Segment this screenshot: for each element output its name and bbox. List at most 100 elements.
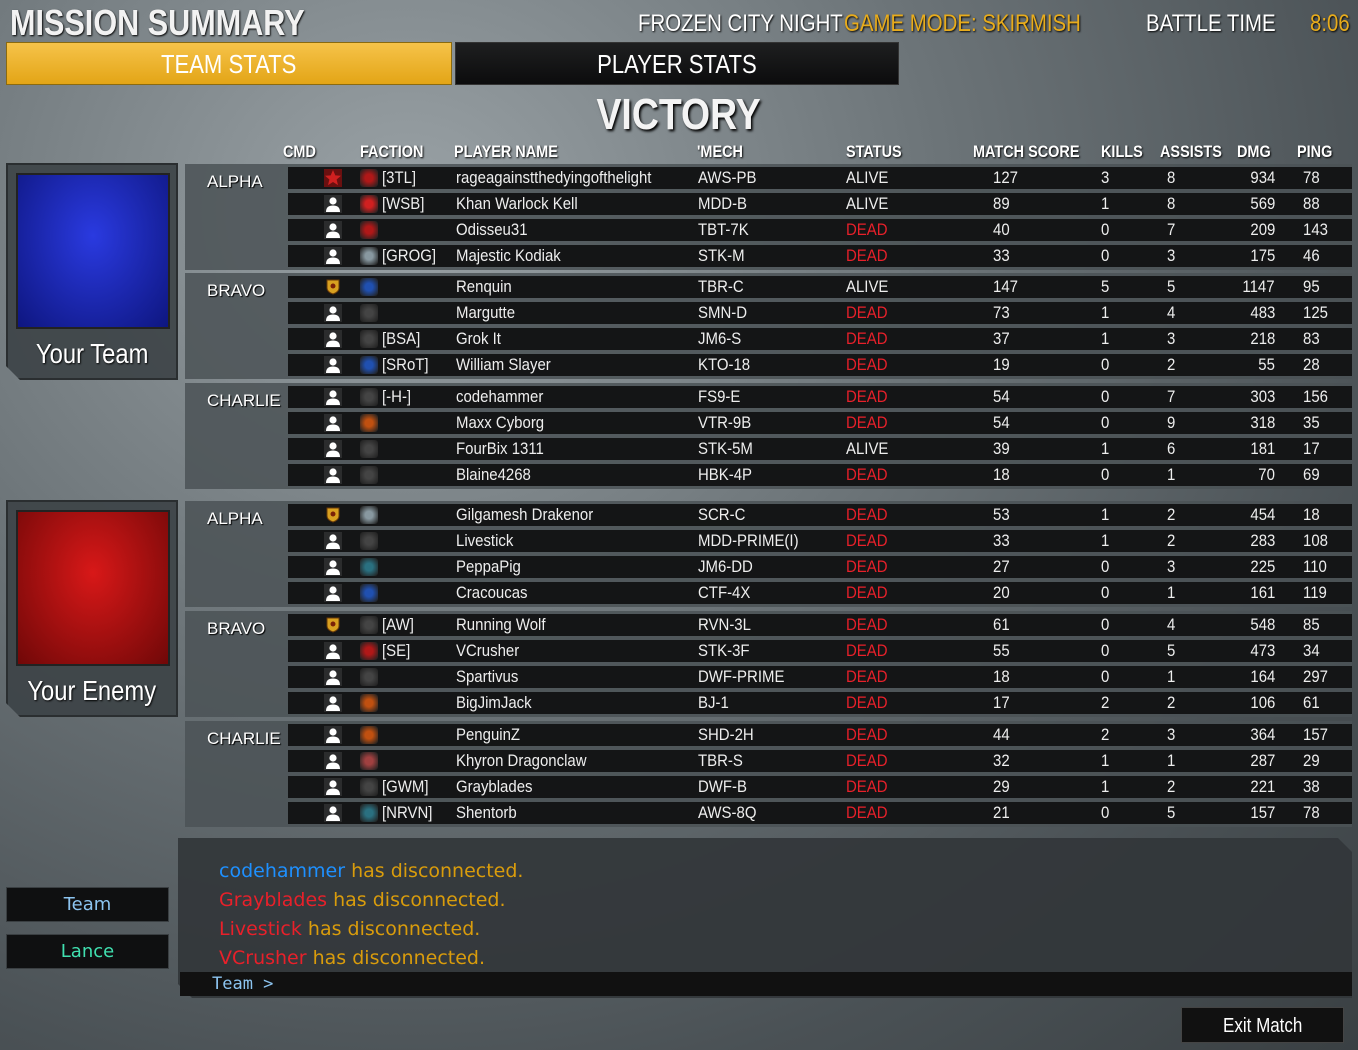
cell-score: 44 xyxy=(993,725,1010,744)
cell-name: Gilgamesh Drakenor xyxy=(456,505,594,524)
cell-status: DEAD xyxy=(846,615,888,634)
lance-group-alpha: ALPHA [3TL] rageagainstthedyingofthelight A… xyxy=(185,164,1352,270)
cell-kills: 3 xyxy=(1101,168,1110,187)
cell-dmg: 569 xyxy=(1250,194,1275,213)
cell-assists: 2 xyxy=(1167,777,1176,796)
player-row[interactable]: [SRoT] William Slayer KTO-18 DEAD 19 0 2 55 28 xyxy=(288,354,1352,376)
cell-assists: 2 xyxy=(1167,531,1176,550)
col-kills: KILLS xyxy=(1101,142,1143,161)
player-row[interactable]: BigJimJack BJ-1 DEAD 17 2 2 106 61 xyxy=(288,692,1352,714)
lance-group-bravo: BRAVO [AW] Running Wolf RVN-3L DEAD 61 0 4 548 85… xyxy=(185,611,1352,717)
cell-mech: JM6-DD xyxy=(698,557,753,576)
player-row[interactable]: FourBix 1311 STK-5M ALIVE 39 1 6 181 17 xyxy=(288,438,1352,460)
player-row[interactable]: PeppaPig JM6-DD DEAD 27 0 3 225 110 xyxy=(288,556,1352,578)
map-name: FROZEN CITY NIGHT xyxy=(638,10,843,37)
cell-name: Shentorb xyxy=(456,803,517,822)
cell-status: DEAD xyxy=(846,725,888,744)
faction-emblem-icon xyxy=(360,330,378,348)
cell-score: 53 xyxy=(993,505,1010,524)
player-row[interactable]: Cracoucas CTF-4X DEAD 20 0 1 161 119 xyxy=(288,582,1352,604)
cell-ping: 297 xyxy=(1303,667,1328,686)
player-row[interactable]: Blaine4268 HBK-4P DEAD 18 0 1 70 69 xyxy=(288,464,1352,486)
player-icon xyxy=(324,304,342,322)
faction-emblem-icon xyxy=(360,694,378,712)
cell-mech: STK-3F xyxy=(698,641,750,660)
cell-score: 73 xyxy=(993,303,1010,322)
lance-label: CHARLIE xyxy=(207,391,281,410)
cell-status: ALIVE xyxy=(846,439,889,458)
cell-dmg: 318 xyxy=(1250,413,1275,432)
lance-label: BRAVO xyxy=(207,281,266,300)
cell-score: 54 xyxy=(993,387,1010,406)
cell-kills: 2 xyxy=(1101,725,1110,744)
cell-status: DEAD xyxy=(846,693,888,712)
cell-score: 20 xyxy=(993,583,1010,602)
player-row[interactable]: [SE] VCrusher STK-3F DEAD 55 0 5 473 34 xyxy=(288,640,1352,662)
lance-channel-button[interactable]: Lance xyxy=(6,934,169,969)
cell-name: Livestick xyxy=(456,531,514,550)
player-row[interactable]: [NRVN] Shentorb AWS-8Q DEAD 21 0 5 157 78 xyxy=(288,802,1352,824)
player-row[interactable]: [BSA] Grok It JM6-S DEAD 37 1 3 218 83 xyxy=(288,328,1352,350)
cell-dmg: 209 xyxy=(1250,220,1275,239)
player-row[interactable]: [3TL] rageagainstthedyingofthelight AWS-PB… xyxy=(288,167,1352,189)
player-row[interactable]: Livestick MDD-PRIME(I) DEAD 33 1 2 283 108 xyxy=(288,530,1352,552)
player-row[interactable]: [WSB] Khan Warlock Kell MDD-B ALIVE 89 1 8 569 8… xyxy=(288,193,1352,215)
player-row[interactable]: Gilgamesh Drakenor SCR-C DEAD 53 1 2 454 18 xyxy=(288,504,1352,526)
cell-assists: 2 xyxy=(1167,693,1176,712)
cell-score: 21 xyxy=(993,803,1010,822)
cell-name: Renquin xyxy=(456,277,512,296)
faction-emblem-icon xyxy=(360,616,378,634)
player-row[interactable]: Renquin TBR-C ALIVE 147 5 5 1147 95 xyxy=(288,276,1352,298)
cell-kills: 0 xyxy=(1101,583,1110,602)
cell-assists: 8 xyxy=(1167,168,1176,187)
cell-assists: 4 xyxy=(1167,615,1176,634)
player-icon xyxy=(324,195,342,213)
chat-message: Grayblades has disconnected. xyxy=(219,889,506,911)
cell-tag: [AW] xyxy=(382,615,414,634)
player-row[interactable]: PenguinZ SHD-2H DEAD 44 2 3 364 157 xyxy=(288,724,1352,746)
cell-status: DEAD xyxy=(846,777,888,796)
cell-name: rageagainstthedyingofthelight xyxy=(456,168,652,187)
cell-score: 19 xyxy=(993,355,1010,374)
player-row[interactable]: Odisseu31 TBT-7K DEAD 40 0 7 209 143 xyxy=(288,219,1352,241)
chat-input[interactable]: Team > xyxy=(180,972,1352,996)
lance-leader-badge-icon xyxy=(324,506,342,524)
cell-assists: 5 xyxy=(1167,803,1176,822)
cell-dmg: 283 xyxy=(1250,531,1275,550)
cell-status: ALIVE xyxy=(846,194,889,213)
player-row[interactable]: Margutte SMN-D DEAD 73 1 4 483 125 xyxy=(288,302,1352,324)
tab-team-stats[interactable]: TEAM STATS xyxy=(6,42,452,85)
faction-emblem-icon xyxy=(360,804,378,822)
cell-status: DEAD xyxy=(846,803,888,822)
cell-ping: 157 xyxy=(1303,725,1328,744)
cell-name: PenguinZ xyxy=(456,725,521,744)
exit-match-button[interactable]: Exit Match xyxy=(1181,1007,1344,1043)
col-faction: FACTION xyxy=(360,142,424,161)
cell-status: DEAD xyxy=(846,583,888,602)
player-row[interactable]: Maxx Cyborg VTR-9B DEAD 54 0 9 318 35 xyxy=(288,412,1352,434)
cell-name: Grok It xyxy=(456,329,501,348)
cell-ping: 110 xyxy=(1303,557,1327,576)
tab-player-stats[interactable]: PLAYER STATS xyxy=(455,42,899,85)
team-channel-button[interactable]: Team xyxy=(6,887,169,922)
col-match-score: MATCH SCORE xyxy=(973,142,1080,161)
player-row[interactable]: [GWM] Grayblades DWF-B DEAD 29 1 2 221 38 xyxy=(288,776,1352,798)
faction-emblem-icon xyxy=(360,532,378,550)
cell-mech: HBK-4P xyxy=(698,465,753,484)
col-ping: PING xyxy=(1297,142,1333,161)
cell-score: 39 xyxy=(993,439,1010,458)
cell-status: DEAD xyxy=(846,667,888,686)
cell-kills: 0 xyxy=(1101,803,1110,822)
cell-ping: 143 xyxy=(1303,220,1328,239)
cell-ping: 88 xyxy=(1303,194,1320,213)
player-row[interactable]: [AW] Running Wolf RVN-3L DEAD 61 0 4 548 85 xyxy=(288,614,1352,636)
cell-ping: 83 xyxy=(1303,329,1320,348)
player-row[interactable]: Khyron Dragonclaw TBR-S DEAD 32 1 1 287 29 xyxy=(288,750,1352,772)
player-row[interactable]: [-H-] codehammer FS9-E DEAD 54 0 7 303 156 xyxy=(288,386,1352,408)
cell-mech: STK-5M xyxy=(698,439,753,458)
player-icon xyxy=(324,440,342,458)
player-row[interactable]: Spartivus DWF-PRIME DEAD 18 0 1 164 297 xyxy=(288,666,1352,688)
cell-score: 147 xyxy=(993,277,1018,296)
cell-dmg: 161 xyxy=(1250,583,1275,602)
player-row[interactable]: [GROG] Majestic Kodiak STK-M DEAD 33 0 3 175 46 xyxy=(288,245,1352,267)
